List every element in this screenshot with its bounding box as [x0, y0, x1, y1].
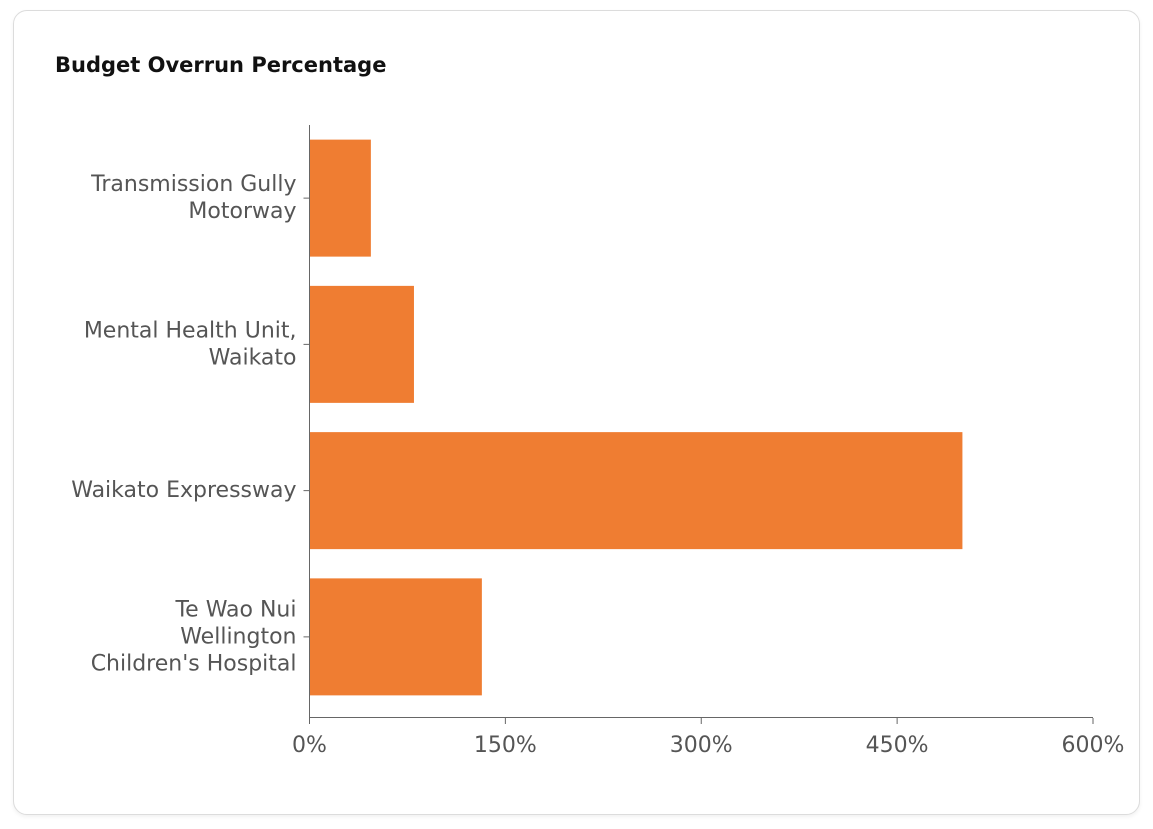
y-tick-label: Transmission Gully Motorway — [90, 172, 296, 224]
y-tick-label-line: Mental Health Unit, — [84, 318, 297, 343]
y-tick-label-line: Transmission Gully — [90, 172, 296, 197]
bar — [309, 285, 414, 403]
y-tick-label: Mental Health Unit, Waikato — [84, 318, 297, 370]
x-tick-label: 300% — [670, 733, 733, 758]
x-tick-label: 150% — [474, 733, 537, 758]
chart-title: Budget Overrun Percentage — [55, 53, 387, 77]
bars-group — [309, 139, 963, 696]
chart-card: Budget Overrun Percentage — [13, 10, 1140, 815]
y-tick-label-line: Waikato — [209, 345, 297, 370]
bar — [309, 578, 482, 696]
x-tick-label: 600% — [1062, 733, 1125, 758]
bar — [309, 432, 963, 550]
y-ticks-group: Transmission Gully Motorway Mental Health … — [71, 172, 310, 676]
y-tick-label-line: Waikato Expressway — [71, 478, 296, 503]
x-tick-label: 0% — [292, 733, 327, 758]
y-tick-label-line: Wellington — [180, 624, 296, 649]
x-ticks-group: 0% 150% 300% 450% 600% — [292, 718, 1124, 758]
y-tick-label-line: Motorway — [188, 199, 296, 224]
x-tick-label: 450% — [866, 733, 929, 758]
y-tick-label: Waikato Expressway — [71, 478, 296, 503]
y-tick-label: Te Wao Nui Wellington Children's Hospital — [91, 597, 297, 676]
y-tick-label-line: Te Wao Nui — [174, 597, 296, 622]
bar — [309, 139, 371, 257]
y-tick-label-line: Children's Hospital — [91, 651, 297, 676]
